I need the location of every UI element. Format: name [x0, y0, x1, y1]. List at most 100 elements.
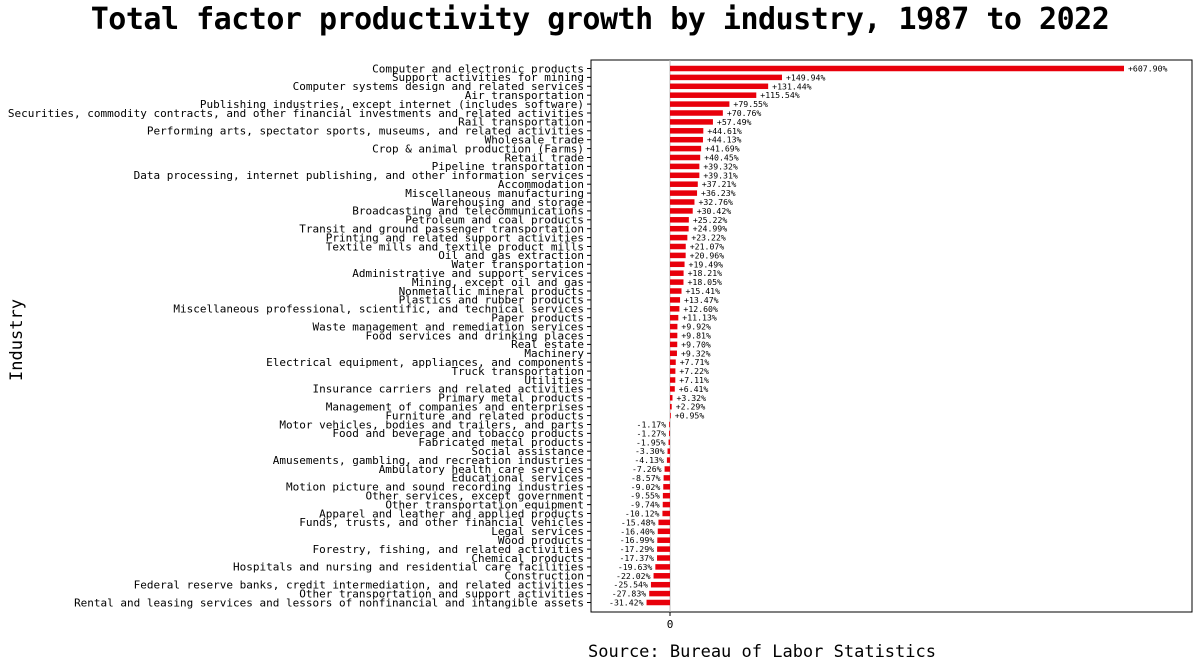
category-label: Retail trade	[505, 151, 584, 164]
category-label: Food services and drinking places	[365, 329, 584, 342]
category-label: Support activities for mining	[392, 71, 584, 84]
bar	[662, 501, 670, 508]
data-label: +3.32%	[676, 393, 706, 403]
bar	[669, 421, 670, 428]
bar	[669, 430, 670, 437]
bar	[670, 243, 686, 250]
bar	[670, 403, 672, 410]
bar	[670, 119, 713, 125]
data-label: +20.96%	[690, 250, 725, 260]
bar	[670, 386, 675, 392]
category-label: Printing and related support activities	[326, 231, 584, 244]
bar	[670, 234, 688, 241]
bar	[670, 92, 757, 98]
bar	[670, 323, 678, 330]
category-label: Wholesale trade	[485, 134, 584, 147]
category-label: Hospitals and nursing and residential ca…	[233, 561, 584, 574]
bar	[670, 199, 695, 205]
data-label: +18.05%	[687, 277, 722, 287]
data-label: +9.32%	[681, 348, 711, 358]
data-label: -1.27%	[636, 428, 666, 438]
category-label: Other transportation equipment	[385, 498, 584, 511]
data-label: +70.76%	[727, 108, 762, 118]
data-label: -27.83%	[612, 589, 647, 599]
category-label: Water transportation	[452, 258, 584, 271]
category-label: Management of companies and enterprises	[326, 401, 584, 414]
bar	[670, 74, 782, 81]
data-label: -7.26%	[632, 464, 662, 474]
category-label: Textile mills and textile product mills	[326, 240, 584, 253]
bar	[670, 181, 698, 187]
category-label: Machinery	[524, 347, 584, 360]
data-label: +57.49%	[717, 117, 752, 127]
data-label: +18.21%	[688, 268, 723, 278]
data-label: -25.54%	[613, 580, 648, 590]
category-label: Pipeline transportation	[432, 160, 584, 173]
category-label: Accommodation	[498, 178, 584, 191]
data-label: +24.99%	[693, 224, 728, 234]
chart-title: Total factor productivity growth by indu…	[90, 2, 1110, 37]
data-label: -1.95%	[636, 437, 666, 447]
data-label: -31.42%	[609, 598, 644, 608]
bar	[670, 136, 703, 143]
data-label: +41.69%	[705, 144, 740, 154]
data-label: +6.41%	[679, 384, 709, 394]
category-label: Primary metal products	[438, 392, 584, 405]
data-label: +32.76%	[698, 197, 733, 207]
category-label: Administrative and support services	[352, 267, 584, 280]
category-label: Rental and leasing services and lessors …	[74, 596, 584, 609]
category-label: Paper products	[491, 312, 584, 325]
category-label: Performing arts, spectator sports, museu…	[147, 125, 584, 138]
category-label: Computer systems design and related serv…	[293, 80, 584, 93]
bar	[670, 306, 680, 312]
data-label: +19.49%	[689, 259, 724, 269]
data-label: -17.37%	[620, 553, 655, 563]
category-label: Data processing, internet publishing, an…	[134, 169, 584, 182]
bar	[670, 297, 681, 303]
category-label: Mining, except oil and gas	[412, 276, 584, 289]
bar	[670, 172, 700, 179]
data-label: -16.40%	[620, 526, 655, 536]
category-label: Miscellaneous professional, scientific, …	[173, 303, 584, 316]
bar	[663, 475, 670, 481]
category-label: Other services, except government	[365, 490, 584, 503]
data-label: -15.48%	[621, 517, 656, 527]
bar	[650, 581, 670, 588]
category-label: Rail transportation	[458, 116, 584, 129]
data-label: -9.55%	[630, 491, 660, 501]
category-label: Publishing industries, except internet (…	[200, 98, 584, 111]
bar	[655, 564, 670, 570]
data-label: +0.95%	[675, 411, 705, 421]
data-label: +30.42%	[697, 206, 732, 216]
category-label: Transit and ground passenger transportat…	[299, 223, 584, 236]
category-label: Fabricated metal products	[418, 436, 584, 449]
bar	[670, 261, 685, 268]
bar	[666, 457, 670, 463]
data-label: +13.47%	[684, 295, 719, 305]
category-label: Motor vehicles, bodies and trailers, and…	[279, 418, 584, 431]
bar	[670, 145, 702, 152]
data-label: +12.60%	[683, 304, 718, 314]
category-label: Warehousing and storage	[432, 196, 584, 209]
bar	[668, 439, 670, 446]
category-label: Air transportation	[465, 89, 584, 102]
category-label: Broadcasting and telecommunications	[352, 205, 584, 218]
category-label: Forestry, fishing, and related activitie…	[312, 543, 584, 556]
bar	[670, 65, 1124, 72]
category-label: Legal services	[491, 525, 584, 538]
bar	[670, 314, 679, 321]
category-label: Nonmetallic mineral products	[399, 285, 584, 298]
bar	[670, 217, 689, 223]
category-label: Waste management and remediation service…	[312, 320, 584, 333]
data-label: +44.13%	[707, 135, 742, 145]
category-label: Securities, commodity contracts, and oth…	[8, 107, 584, 120]
bar	[663, 484, 670, 490]
category-label: Construction	[505, 570, 584, 583]
category-label: Apparel and leather and applied products	[319, 507, 584, 520]
category-label: Crop & animal production (Farms)	[372, 142, 584, 155]
bar	[657, 528, 670, 535]
data-label: +9.92%	[681, 322, 711, 332]
category-label: Truck transportation	[452, 365, 584, 378]
bar	[662, 510, 670, 517]
category-label: Miscellaneous manufacturing	[405, 187, 584, 200]
